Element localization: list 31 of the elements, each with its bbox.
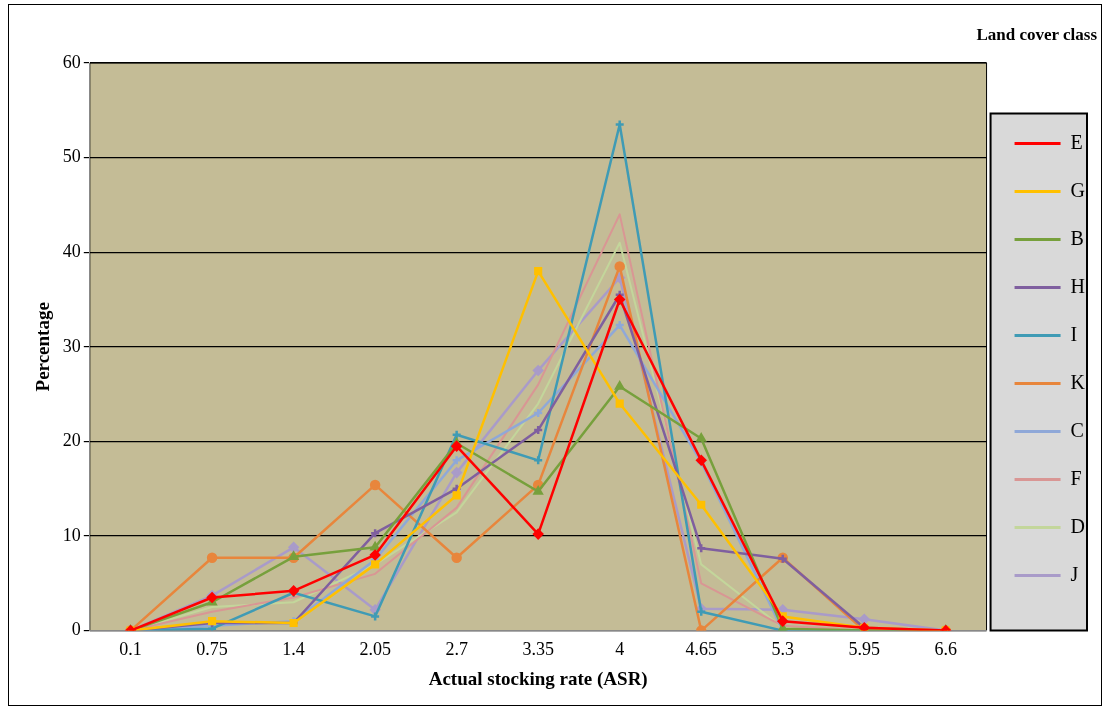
x-axis-title: Actual stocking rate (ASR) xyxy=(428,667,648,690)
legend-label: K xyxy=(1070,370,1086,393)
y-tick-label: 60 xyxy=(62,51,81,72)
x-tick-label: 2.7 xyxy=(445,639,468,660)
legend-label: F xyxy=(1070,466,1082,489)
legend-label: B xyxy=(1070,226,1084,249)
y-tick-label: 10 xyxy=(62,524,81,545)
legend-label: E xyxy=(1070,130,1083,153)
y-tick-label: 20 xyxy=(62,430,81,451)
x-tick-label: 4 xyxy=(615,639,625,660)
x-tick-label: 5.95 xyxy=(848,639,881,660)
x-tick-label: 3.35 xyxy=(522,639,554,660)
legend-label: C xyxy=(1070,418,1084,441)
x-tick-label: 0.75 xyxy=(196,639,228,660)
x-tick-label: 1.4 xyxy=(282,639,305,660)
y-tick-label: 0 xyxy=(71,619,81,640)
y-tick-label: 40 xyxy=(62,240,81,261)
y-tick-label: 50 xyxy=(62,146,81,167)
legend-title: Land cover class xyxy=(976,25,1097,45)
legend-label: J xyxy=(1070,562,1079,585)
legend-label: I xyxy=(1070,322,1078,345)
x-tick-label: 2.05 xyxy=(359,639,391,660)
x-tick-label: 4.65 xyxy=(685,639,717,660)
x-tick-label: 6.6 xyxy=(934,639,958,660)
x-tick-label: 0.1 xyxy=(119,639,142,660)
y-axis-title: Percentage xyxy=(32,302,54,392)
legend-label: D xyxy=(1070,514,1086,537)
x-tick-label: 5.3 xyxy=(771,639,794,660)
legend-label: H xyxy=(1070,274,1086,297)
y-tick-label: 30 xyxy=(62,335,81,356)
legend-label: G xyxy=(1070,178,1086,201)
